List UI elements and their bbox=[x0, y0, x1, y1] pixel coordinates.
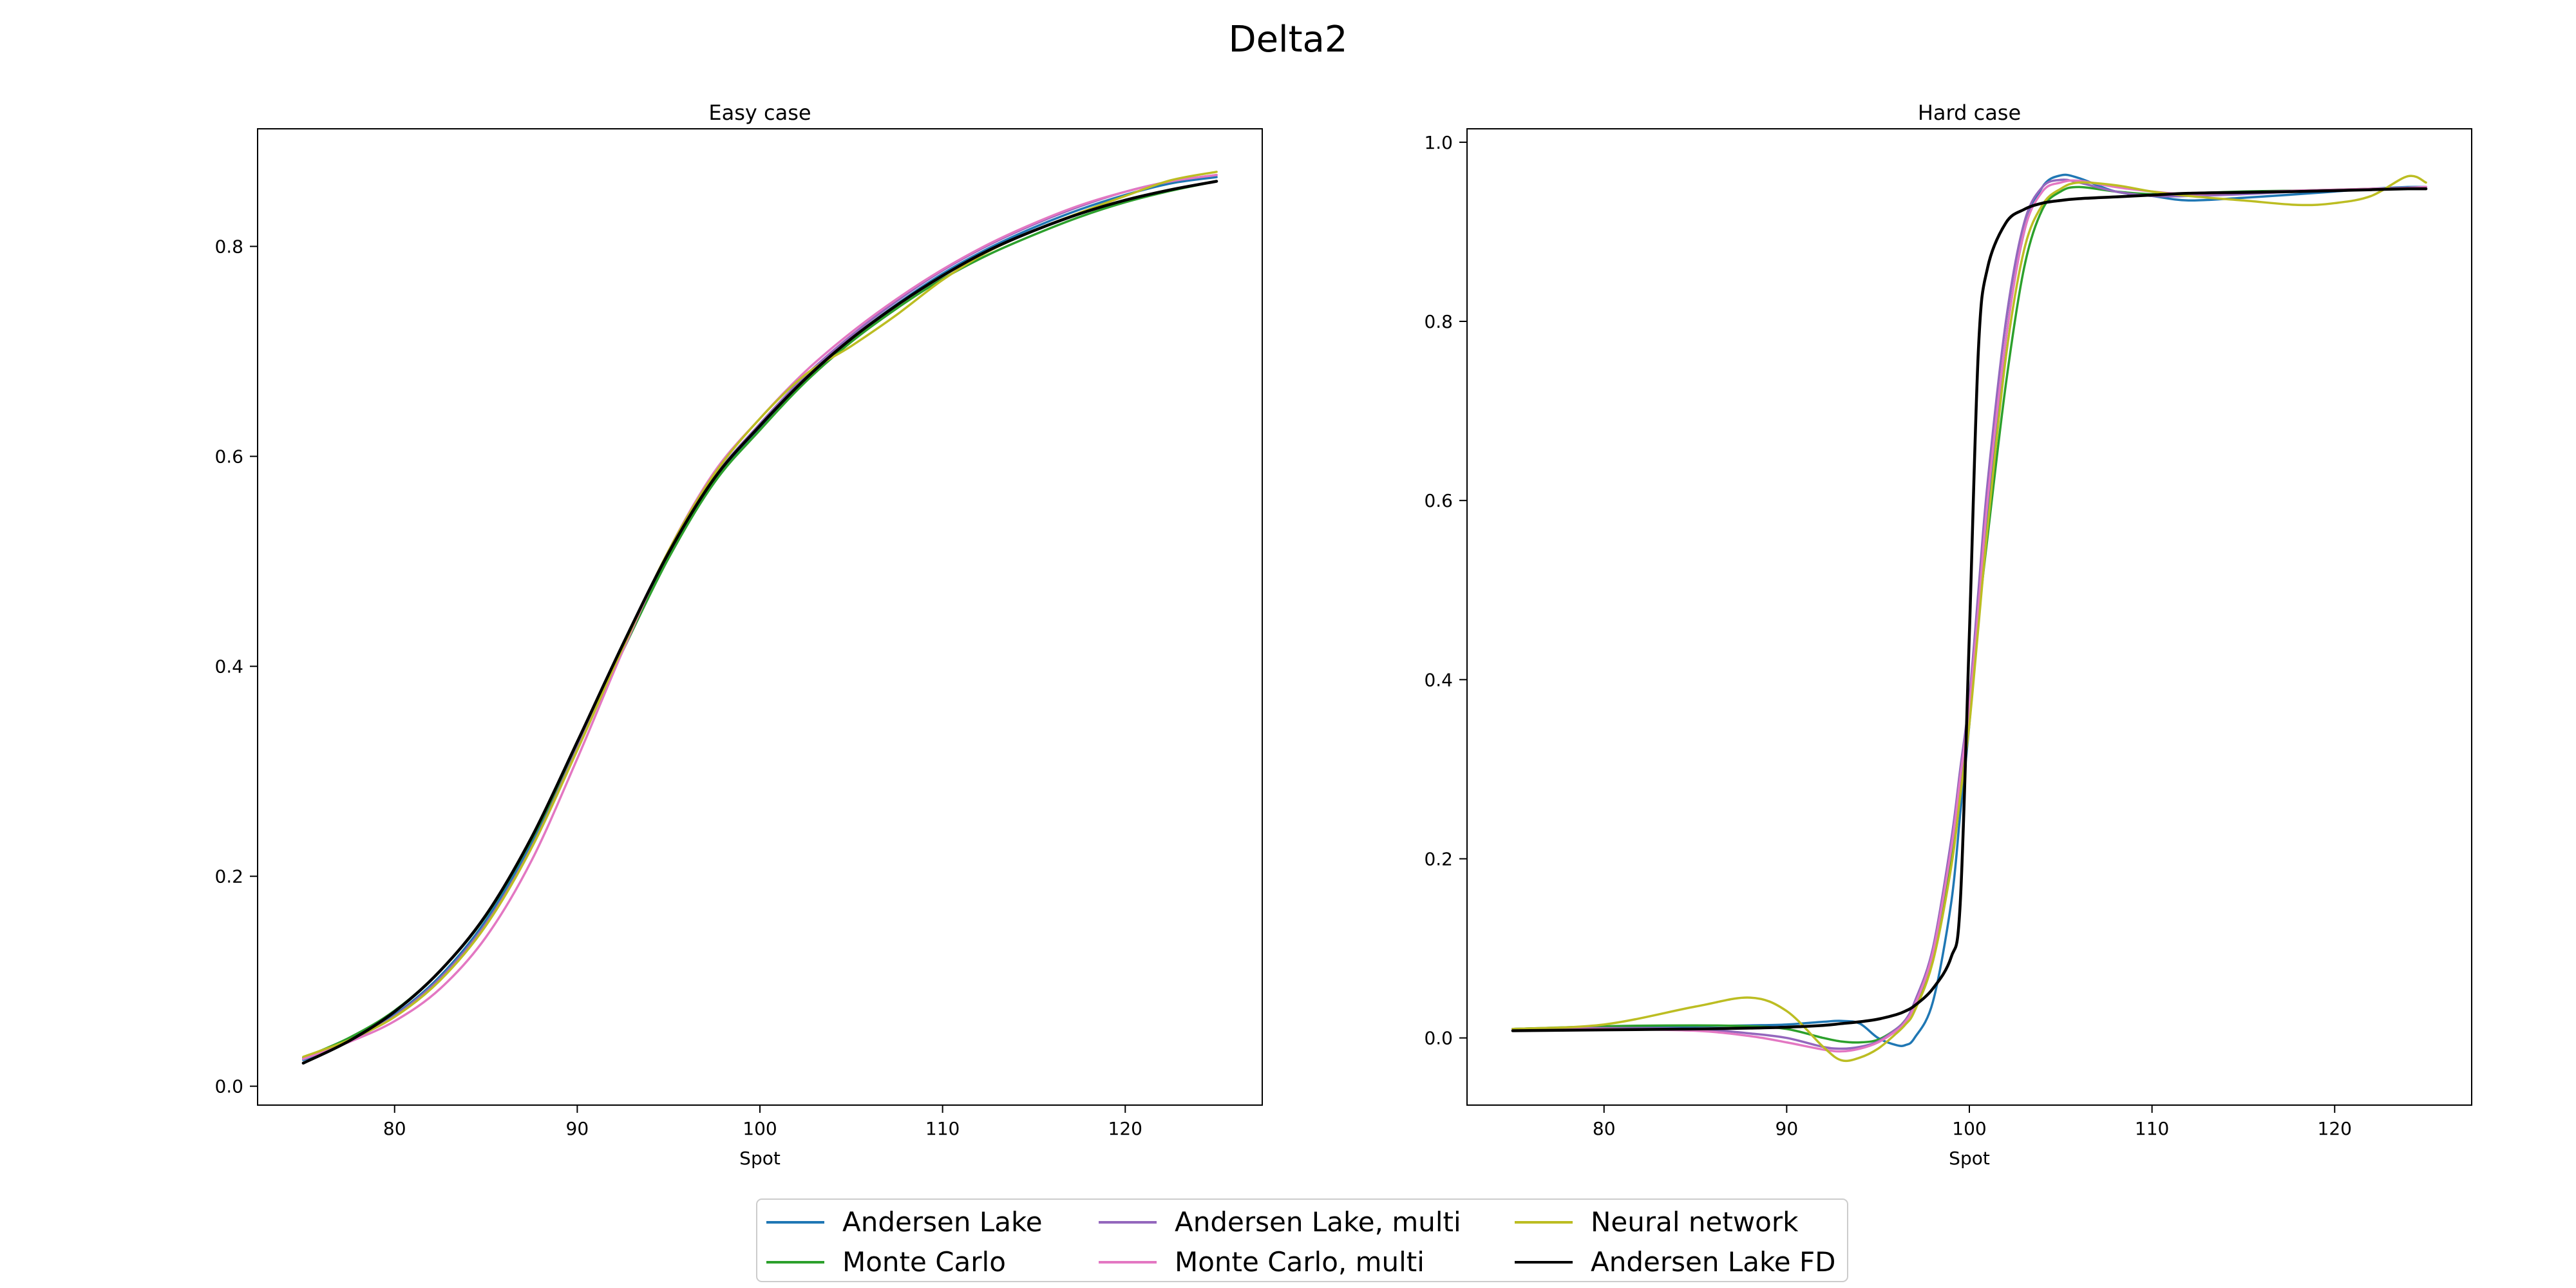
y-tick-label: 0.8 bbox=[214, 236, 243, 258]
series-line-monte-carlo-multi bbox=[302, 173, 1218, 1061]
subplot-hard-x-axis-label: Spot bbox=[1949, 1148, 1990, 1169]
x-tick-label: 80 bbox=[1593, 1118, 1616, 1139]
y-tick-label: 0.6 bbox=[214, 446, 243, 468]
legend-label: Andersen Lake bbox=[842, 1206, 1043, 1238]
legend-label: Monte Carlo, multi bbox=[1175, 1246, 1425, 1278]
subplot-hard-series bbox=[1511, 173, 2428, 1063]
x-tick-label: 90 bbox=[566, 1118, 589, 1139]
series-line-andersen-lake-fd bbox=[1511, 187, 2428, 1032]
x-tick-label: 120 bbox=[1108, 1118, 1142, 1139]
x-tick-label: 100 bbox=[1952, 1118, 1986, 1139]
subplot-hard: Hard case 80 90 100 110 120 0.0 0.2 0.4 0.6 0.8 1.0… bbox=[1424, 100, 2472, 1169]
subplot-hard-title: Hard case bbox=[1918, 100, 2021, 125]
subplot-easy: Easy case 80 90 100 110 120 0.0 0.2 0.4 0.6 0.8 Spo… bbox=[214, 100, 1263, 1169]
y-tick-label: 0.6 bbox=[1424, 490, 1453, 511]
x-tick-label: 120 bbox=[2318, 1118, 2352, 1139]
legend-item-andersen-lake-multi: Andersen Lake, multi bbox=[1099, 1206, 1461, 1238]
subplot-easy-title: Easy case bbox=[708, 100, 811, 125]
legend-label: Andersen Lake, multi bbox=[1175, 1206, 1461, 1238]
legend-label: Neural network bbox=[1591, 1206, 1799, 1238]
x-tick-label: 90 bbox=[1776, 1118, 1799, 1139]
legend-item-monte-carlo: Monte Carlo bbox=[766, 1246, 1006, 1278]
legend-label: Andersen Lake FD bbox=[1591, 1246, 1835, 1278]
y-tick-label: 0.4 bbox=[214, 656, 243, 677]
y-tick-label: 0.2 bbox=[214, 866, 243, 887]
x-tick-label: 100 bbox=[743, 1118, 777, 1139]
subplot-easy-series bbox=[301, 171, 1218, 1065]
plots: Easy case 80 90 100 110 120 0.0 0.2 0.4 0.6 0.8 Spo… bbox=[214, 100, 2472, 1169]
legend-label: Monte Carlo bbox=[842, 1246, 1006, 1278]
subplot-hard-frame bbox=[1466, 128, 2472, 1106]
legend-item-neural-network: Neural network bbox=[1515, 1206, 1799, 1238]
series-line-neural-network bbox=[1511, 175, 2427, 1063]
legend-item-monte-carlo-multi: Monte Carlo, multi bbox=[1099, 1246, 1425, 1278]
y-tick-label: 0.4 bbox=[1424, 669, 1453, 690]
subplot-easy-x-axis-label: Spot bbox=[739, 1148, 781, 1169]
legend-item-andersen-lake: Andersen Lake bbox=[766, 1206, 1043, 1238]
legend-item-andersen-lake-fd: Andersen Lake FD bbox=[1515, 1246, 1835, 1278]
y-tick-label: 0.0 bbox=[1424, 1028, 1453, 1049]
subplot-easy-frame bbox=[257, 128, 1263, 1106]
y-tick-label: 0.2 bbox=[1424, 849, 1453, 870]
figure-title: Delta2 bbox=[1228, 19, 1347, 61]
legend: Andersen Lake Monte Carlo Andersen Lake, m… bbox=[756, 1198, 1848, 1282]
x-tick-label: 110 bbox=[925, 1118, 960, 1139]
y-tick-label: 1.0 bbox=[1424, 132, 1453, 153]
x-tick-label: 110 bbox=[2135, 1118, 2169, 1139]
y-tick-label: 0.0 bbox=[214, 1076, 243, 1097]
series-line-andersen-lake-fd bbox=[301, 180, 1218, 1065]
legend-box bbox=[756, 1198, 1848, 1282]
x-tick-label: 80 bbox=[383, 1118, 406, 1139]
y-tick-label: 0.8 bbox=[1424, 311, 1453, 332]
